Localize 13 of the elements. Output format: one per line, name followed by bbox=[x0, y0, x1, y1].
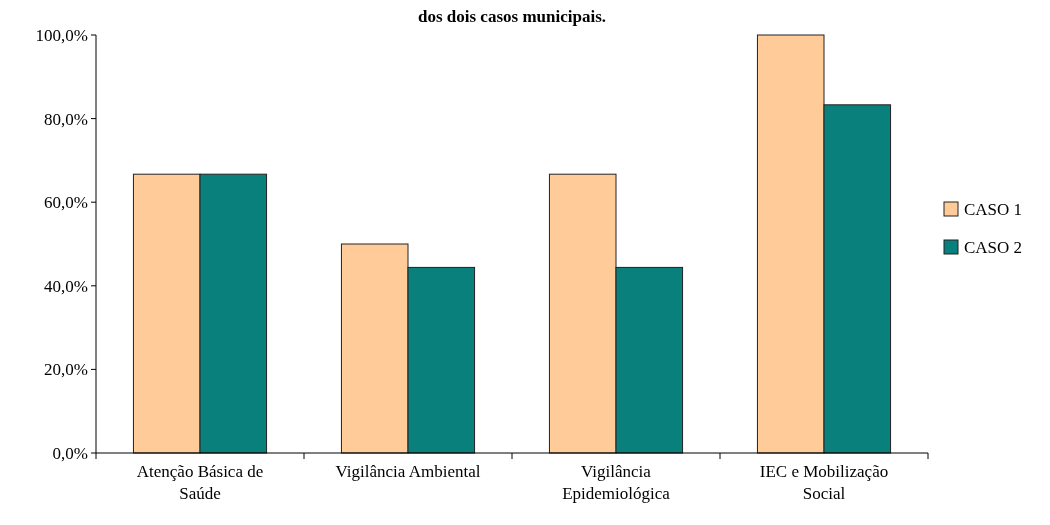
y-tick-label: 100,0% bbox=[35, 25, 88, 45]
x-tick-label: Vigilância Epidemiológica bbox=[562, 462, 671, 503]
legend-label: CASO 2 bbox=[964, 237, 1023, 257]
x-tick-label: Vigilância Ambiental bbox=[335, 462, 481, 481]
y-tick-label: 20,0% bbox=[44, 360, 88, 380]
x-tick-label: IEC e Mobilização Social bbox=[759, 462, 889, 503]
legend-label: CASO 1 bbox=[964, 199, 1023, 219]
y-tick-label: 60,0% bbox=[44, 193, 88, 213]
x-tick-label: Atenção Básica de Saúde bbox=[136, 462, 264, 503]
y-tick-label: 0,0% bbox=[52, 443, 88, 463]
chart-title: dos dois casos municipais. bbox=[418, 7, 606, 26]
y-tick-label: 40,0% bbox=[44, 276, 88, 296]
y-tick-label: 80,0% bbox=[44, 109, 88, 129]
